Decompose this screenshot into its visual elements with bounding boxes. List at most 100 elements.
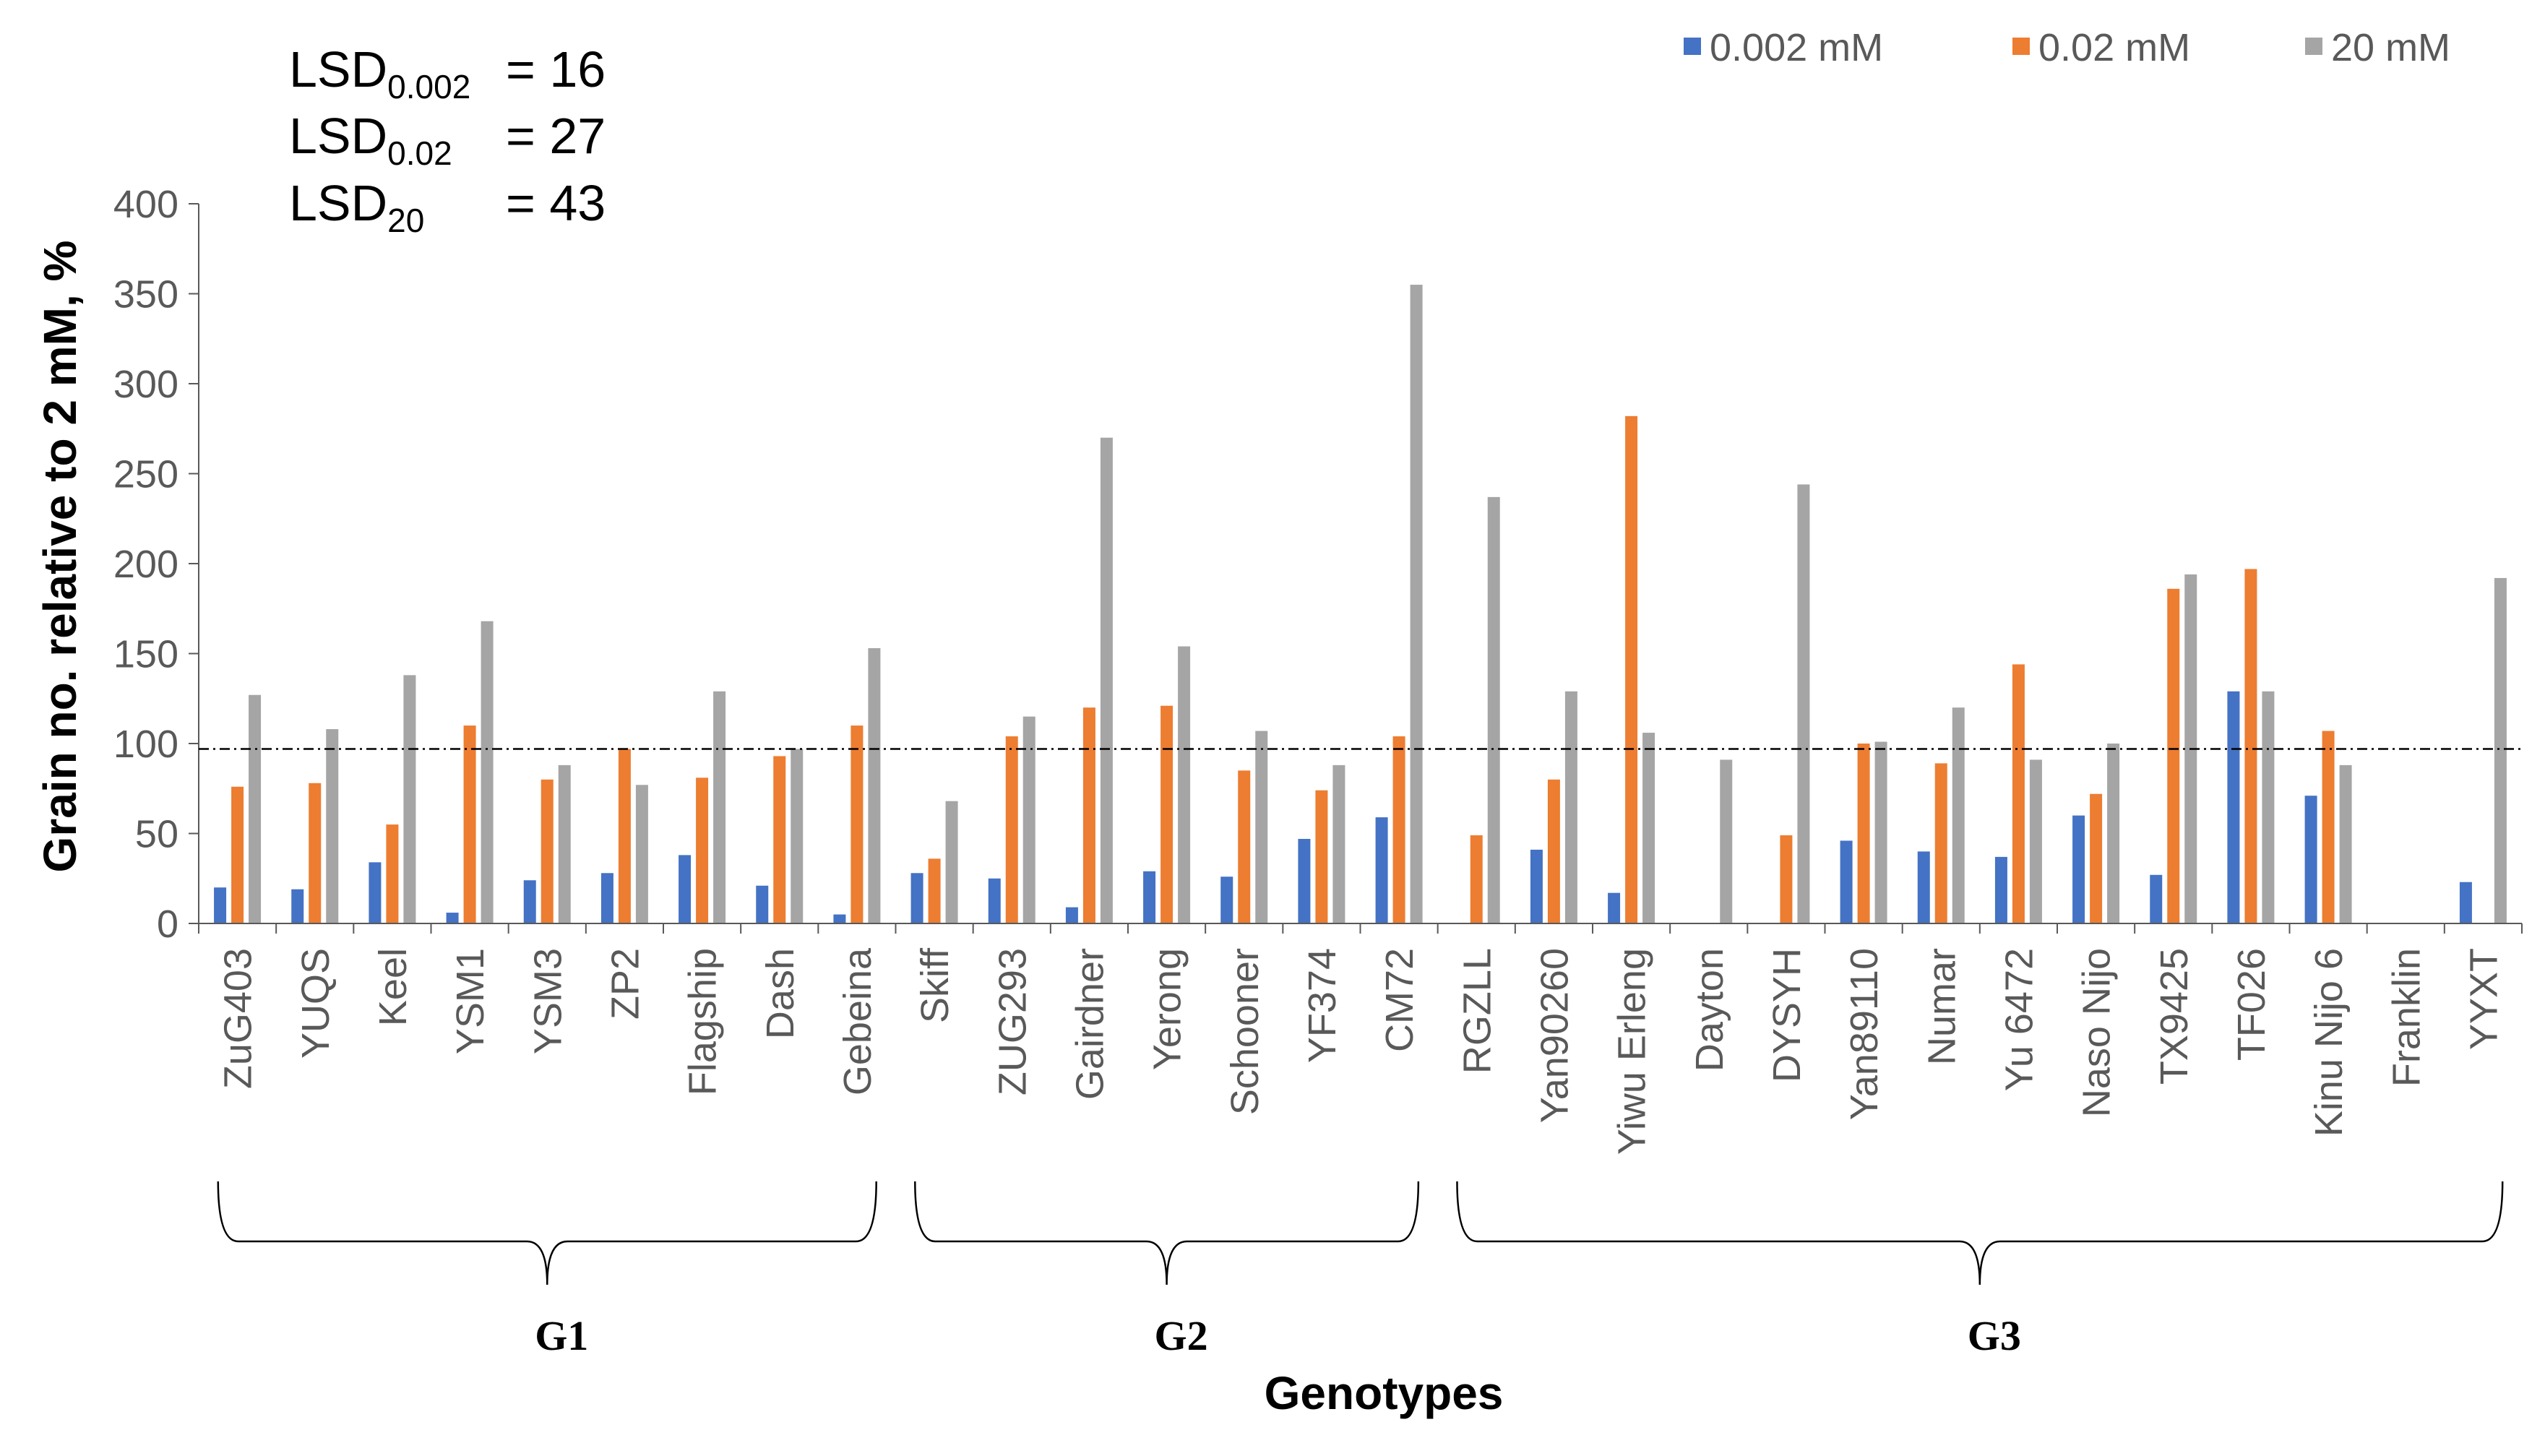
bar (2494, 577, 2507, 923)
x-tick-label: YSM3 (526, 948, 569, 1054)
x-tick-label: TX9425 (2153, 948, 2196, 1085)
x-tick-label: CM72 (1378, 948, 1421, 1052)
y-tick-label: 350 (113, 273, 178, 316)
bar (1375, 817, 1388, 923)
bar (1840, 840, 1853, 923)
x-tick-label: Schooner (1223, 948, 1267, 1115)
bar (791, 749, 804, 923)
bar (2322, 731, 2335, 923)
x-tick-label: Franklin (2385, 948, 2428, 1087)
x-tick-label: DYSYH (1765, 948, 1809, 1082)
x-tick-label: TF026 (2230, 948, 2273, 1061)
x-tick-label: RGZLL (1455, 948, 1499, 1074)
x-tick-label: ZP2 (603, 948, 647, 1020)
x-tick-label: YSM1 (449, 948, 492, 1054)
x-tick-label: Gairdner (1068, 948, 1111, 1100)
bar (446, 913, 459, 923)
bar (1625, 415, 1638, 923)
bar (1952, 707, 1965, 923)
x-tick-label: Yu 6472 (1997, 948, 2041, 1091)
bar (1934, 763, 1947, 923)
bar (1100, 437, 1113, 923)
x-tick-label: Skiff (913, 947, 957, 1023)
x-tick-label: Yiwu Erleng (1611, 948, 1654, 1155)
bar (1065, 907, 1078, 923)
bar (1005, 736, 1018, 923)
bar (1238, 770, 1251, 923)
bar (541, 779, 554, 923)
bar (2029, 759, 2042, 923)
bar (2090, 793, 2103, 923)
bar (988, 878, 1001, 923)
x-tick-label: ZuG403 (217, 948, 260, 1089)
x-tick-label: Naso Nijo (2075, 948, 2119, 1117)
bar (2227, 691, 2240, 923)
group-label: G3 (1968, 1312, 2021, 1359)
bar (2072, 815, 2085, 923)
bar (868, 648, 881, 923)
legend-swatch (2012, 38, 2030, 55)
bar (945, 801, 958, 923)
bar (1178, 646, 1191, 923)
x-tick-label: ZUG293 (991, 948, 1034, 1095)
bar (481, 621, 494, 923)
bar (2262, 691, 2275, 923)
bar (618, 749, 631, 923)
bar (1780, 835, 1793, 923)
group-brace (217, 1181, 877, 1285)
group-label: G1 (535, 1312, 588, 1359)
bar (679, 855, 692, 923)
bar (1143, 871, 1156, 923)
bar (1857, 744, 1870, 923)
bar (1298, 838, 1311, 923)
bar (558, 764, 571, 923)
bar (851, 725, 864, 923)
x-tick-label: Yan89110 (1843, 948, 1886, 1120)
bar (2150, 874, 2163, 923)
bars (214, 285, 2507, 923)
bar (369, 862, 382, 923)
legend-label: 0.02 mM (2038, 26, 2190, 69)
y-tick-label: 300 (113, 363, 178, 406)
genotype-groups: G1 G2 G3 (217, 1181, 2504, 1359)
bar (1392, 736, 1405, 923)
bar (2012, 664, 2025, 923)
x-tick-label: Yerong (1146, 948, 1189, 1070)
bar (1608, 892, 1621, 923)
bar (773, 756, 786, 923)
bar (2107, 744, 2120, 923)
x-axis-title: Genotypes (1265, 1367, 1504, 1419)
bar (1917, 851, 1930, 923)
bar (2339, 764, 2352, 923)
bar (910, 873, 923, 923)
group-brace (914, 1181, 1420, 1285)
bar (1255, 731, 1268, 923)
bar (713, 691, 726, 923)
bar (1874, 741, 1887, 923)
y-axis-title: Grain no. relative to 2 mM, % (34, 241, 86, 873)
bar (696, 777, 709, 923)
bar (1410, 285, 1423, 923)
legend-swatch (2305, 38, 2322, 55)
bar (249, 694, 262, 923)
bar (1642, 733, 1655, 923)
bar (1994, 856, 2007, 923)
y-tick-label: 50 (135, 813, 178, 856)
bar (214, 887, 227, 923)
bar (1564, 691, 1577, 923)
bar (1797, 484, 1810, 923)
x-tick-label: Yan90260 (1533, 948, 1576, 1123)
bar (1487, 496, 1500, 923)
bar (1082, 707, 1095, 923)
legend-label: 0.002 mM (1710, 26, 1883, 69)
bar (309, 783, 322, 923)
bar (756, 885, 769, 923)
bar (1332, 764, 1345, 923)
bar (833, 914, 846, 923)
lsd-annotation: LSD0.002 = 16 (289, 41, 606, 105)
bar (326, 729, 339, 923)
bar (523, 880, 536, 923)
bar (928, 858, 941, 923)
